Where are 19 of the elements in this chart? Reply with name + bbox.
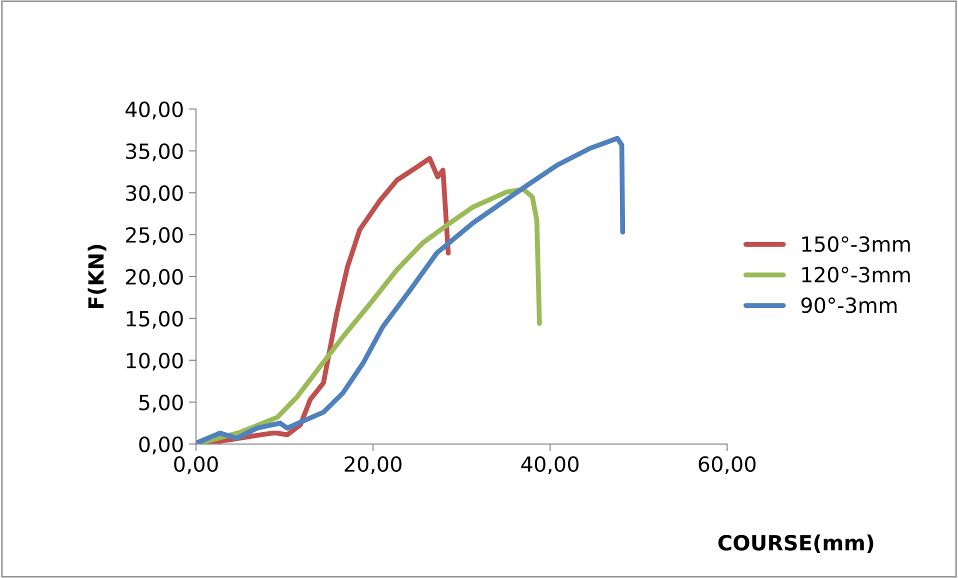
y-tick-label: 0,00 <box>139 436 183 454</box>
y-tick-label: 15,00 <box>126 310 183 329</box>
y-tick-label: 10,00 <box>126 352 183 371</box>
line-series <box>196 136 626 444</box>
y-tick-label: 40,00 <box>126 101 183 120</box>
x-tick-label: 20,00 <box>344 456 402 474</box>
y-tick-label: 5,00 <box>139 394 183 412</box>
legend-label: 150°-3mm <box>802 236 910 252</box>
y-tick-label: 20,00 <box>126 268 183 287</box>
y-axis-title: F(KN) <box>88 244 106 308</box>
x-axis-title: COURSE(mm) <box>718 534 874 554</box>
y-tick-label: 25,00 <box>126 227 183 245</box>
legend-label: 90°-3mm <box>801 297 897 314</box>
x-tick-label: 60,00 <box>698 456 756 474</box>
y-tick-label: 35,00 <box>126 143 183 162</box>
y-tick-label: 30,00 <box>126 185 183 204</box>
x-tick-label: 40,00 <box>521 456 579 474</box>
legend-label: 120°-3mm <box>802 266 910 283</box>
x-tick-label: 0,00 <box>174 456 218 474</box>
